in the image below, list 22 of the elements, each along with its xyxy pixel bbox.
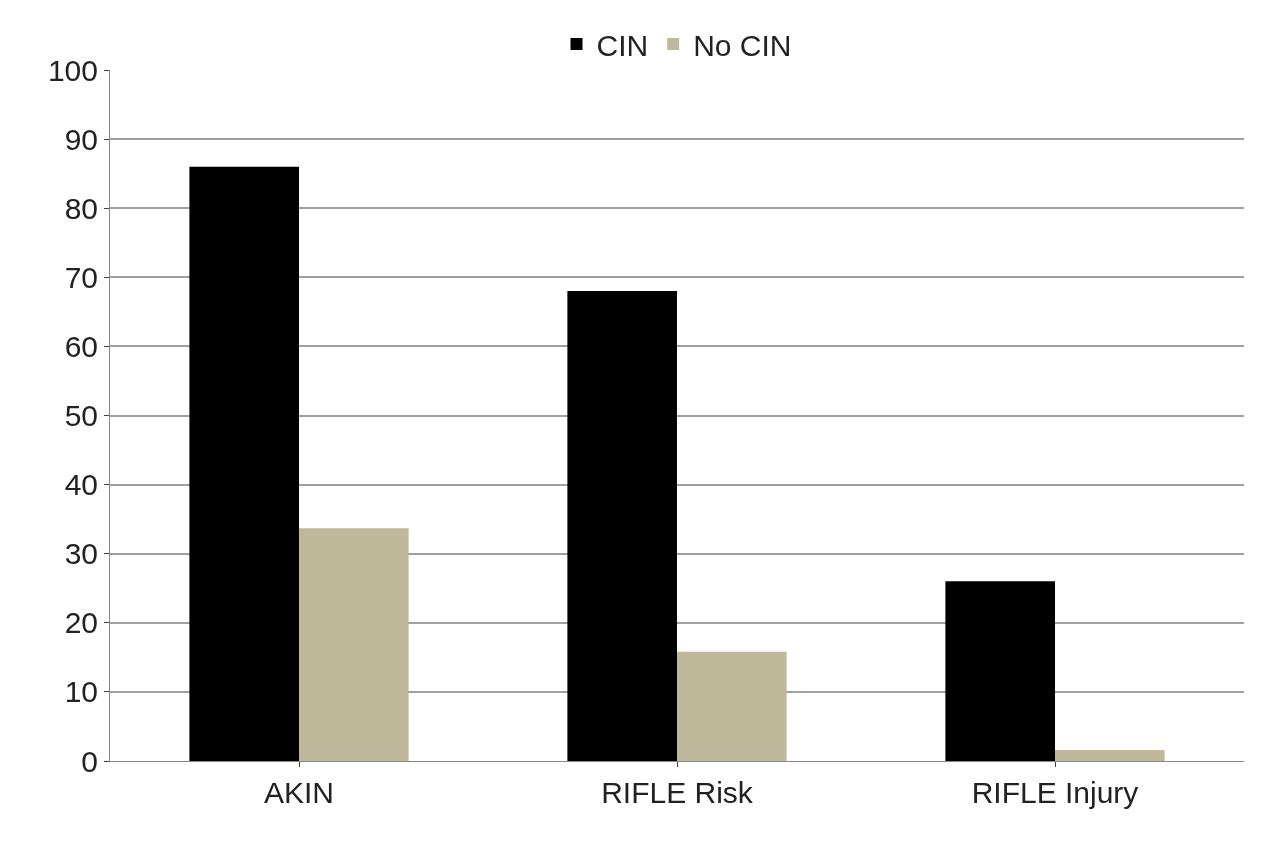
bar — [1055, 749, 1165, 761]
x-tick-label: AKIN — [263, 776, 335, 809]
x-tick-label: RIFLE Risk — [601, 776, 754, 809]
y-tick-label: 30 — [64, 537, 98, 571]
bar — [677, 651, 787, 761]
y-tick-label: 10 — [64, 675, 98, 709]
bar — [945, 581, 1055, 761]
bar — [299, 528, 409, 761]
y-tick-label: 100 — [47, 53, 98, 87]
bar — [567, 291, 677, 761]
legend-label: CIN — [596, 28, 649, 62]
y-tick-label: 50 — [64, 399, 98, 432]
y-tick-label: 60 — [64, 329, 98, 363]
legend-label: No CIN — [693, 28, 792, 62]
y-tick-label: 90 — [64, 122, 98, 156]
y-tick-label: 80 — [64, 191, 98, 225]
y-tick-label: 0 — [81, 744, 98, 778]
y-tick-label: 70 — [64, 260, 98, 294]
bar — [189, 166, 299, 761]
x-tick-label: RIFLE Injury — [971, 776, 1139, 809]
y-tick-label: 40 — [64, 468, 98, 502]
y-tick-label: 20 — [64, 606, 98, 640]
